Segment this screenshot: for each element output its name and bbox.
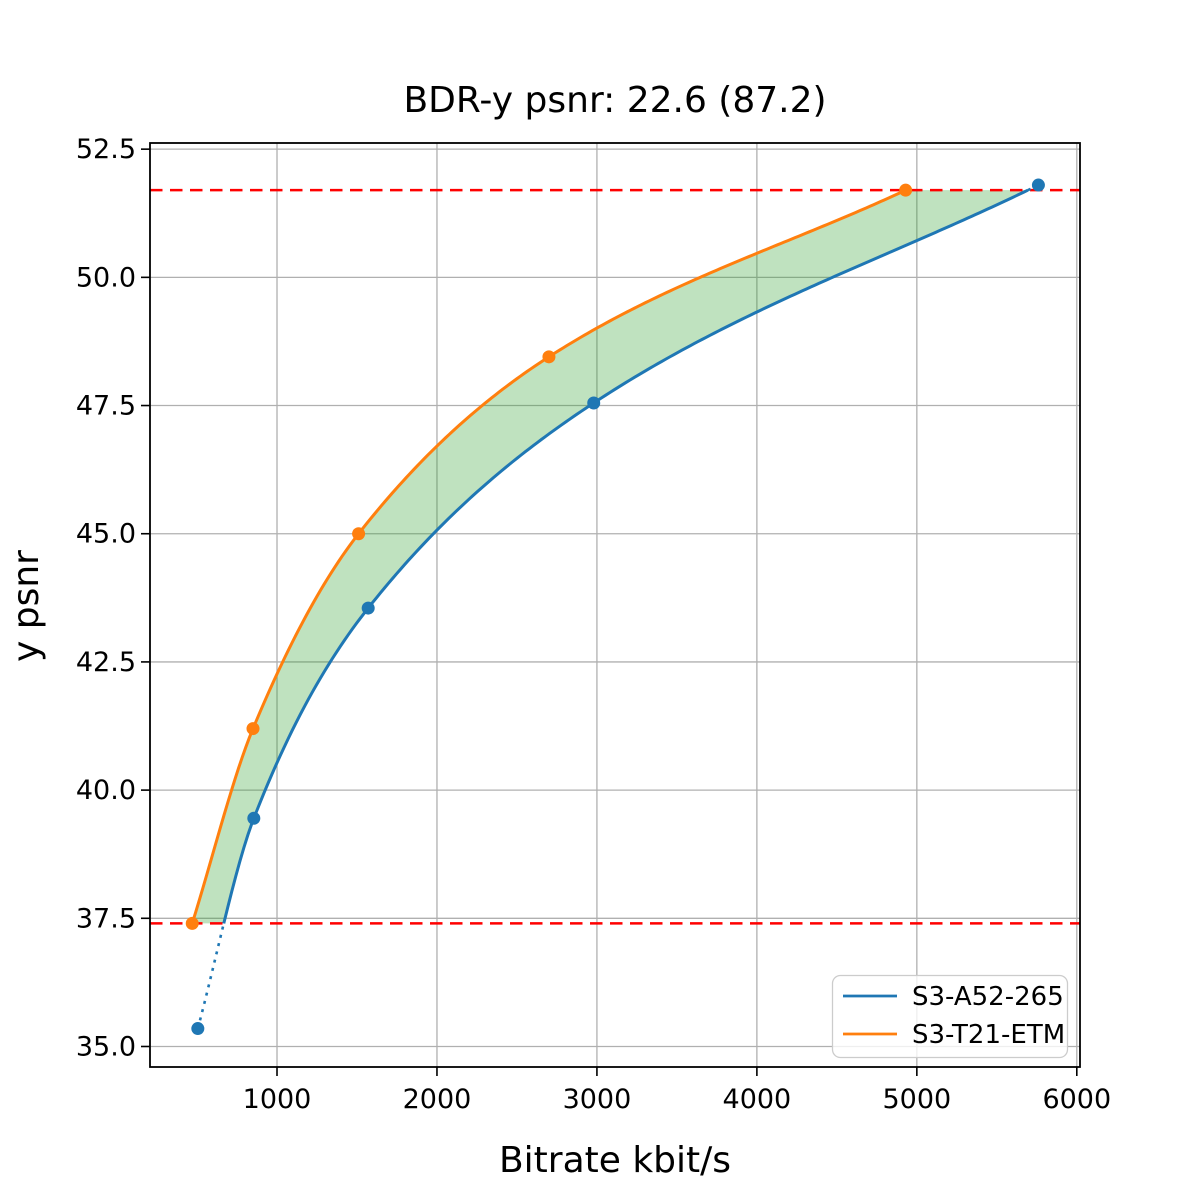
data-point-marker (352, 527, 366, 541)
y-tick-label: 52.5 (76, 134, 136, 165)
y-tick-label: 37.5 (76, 903, 136, 934)
legend-label-series-0: S3-A52-265 (912, 982, 1064, 1012)
curve-solid-segment (222, 188, 1029, 924)
y-tick-label: 35.0 (76, 1031, 136, 1062)
axis-ticks: 1000 2000 3000 4000 5000 6000 35.0 37.5 40.0 42.5… (76, 134, 1111, 1115)
psnr-bound-lines (150, 188, 1080, 925)
plot-area (150, 143, 1080, 1067)
x-tick-label: 4000 (723, 1084, 792, 1115)
legend: S3-A52-265 S3-T21-ETM (831, 974, 1069, 1059)
data-point-marker (246, 722, 260, 736)
grid-layer (150, 143, 1080, 1067)
axes-spines (149, 142, 1081, 1068)
data-point-marker (247, 811, 261, 825)
data-point-marker (361, 601, 375, 615)
data-point-marker (191, 1022, 205, 1036)
y-tick-label: 42.5 (76, 647, 136, 678)
y-tick-label: 50.0 (76, 262, 136, 293)
x-axis-label: Bitrate kbit/s (499, 1140, 731, 1181)
data-point-marker (542, 350, 556, 364)
data-point-marker (587, 396, 601, 410)
x-tick-label: 3000 (563, 1084, 632, 1115)
bd-area-polygon (192, 190, 1028, 924)
data-point-marker (1031, 178, 1045, 192)
data-point-marker (899, 183, 913, 197)
data-point-markers (185, 178, 1045, 1036)
data-point-marker (185, 916, 199, 930)
bd-shaded-area (192, 190, 1028, 924)
x-tick-label: 1000 (243, 1084, 312, 1115)
legend-label-series-1: S3-T21-ETM (912, 1020, 1065, 1050)
y-tick-label: 40.0 (76, 775, 136, 806)
chart-title: BDR-y psnr: 22.6 (87.2) (403, 80, 826, 121)
x-tick-label: 6000 (1042, 1084, 1111, 1115)
x-tick-label: 2000 (403, 1084, 472, 1115)
curve-dotted-segment (196, 923, 226, 1029)
y-axis-label: y psnr (6, 550, 47, 662)
y-tick-label: 47.5 (76, 391, 136, 422)
y-tick-label: 45.0 (76, 519, 136, 550)
x-tick-label: 5000 (882, 1084, 951, 1115)
